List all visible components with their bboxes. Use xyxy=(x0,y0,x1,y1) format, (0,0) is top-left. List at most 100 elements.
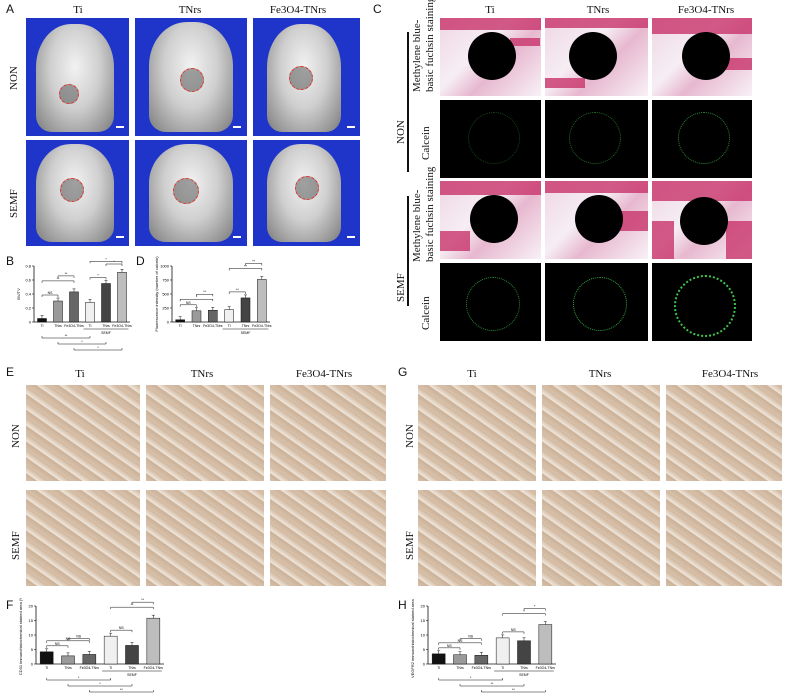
bar-d-4 xyxy=(240,297,251,323)
bar-b-1 xyxy=(53,300,63,323)
chart-f-svg: 0 5 10 15 20 CD31 immunohistochemical stained… xyxy=(18,598,164,693)
y-axis-label: VEGFR2 immunohistochemical stained area … xyxy=(410,598,415,678)
chart-h-svg: 0 5 10 15 20 VEGFR2 immunohistochemical stain… xyxy=(410,598,556,693)
sig-bracket xyxy=(228,268,263,271)
chart-d: 0 250 500 750 1000 Fluorescence intensity (nu… xyxy=(140,256,275,356)
mbf-label-semf-1: Methylene blue- xyxy=(411,189,423,262)
sig-bracket xyxy=(438,642,482,645)
microct-semf-tnrs xyxy=(135,140,247,246)
sig-bracket xyxy=(481,690,546,693)
row-head-semf-a: SEMF xyxy=(8,189,20,218)
col-head-tnrs-a: TNrs xyxy=(178,4,202,16)
col-head-fe-e: Fe3O4-TNrs xyxy=(295,368,353,380)
vegfr2-non-fe xyxy=(666,385,782,481)
y-tick-label: 20 xyxy=(421,604,426,609)
calcein-label-non: Calcein xyxy=(420,126,432,160)
y-tick-label: 750 xyxy=(162,278,169,283)
y-tick-label: 5 xyxy=(31,647,34,652)
vegfr2-semf-ti xyxy=(418,490,536,586)
x-tick-label: Ti xyxy=(228,324,231,328)
x-tick-label: TNrs xyxy=(54,324,62,328)
calcein-non-tnrs xyxy=(545,100,648,178)
panel-letter-h: H xyxy=(398,598,407,612)
x-tick-label: TNrs xyxy=(64,666,72,670)
bar-b-3 xyxy=(85,302,95,323)
sig-label: NS xyxy=(511,628,517,632)
sig-label: ** xyxy=(512,688,515,692)
panel-letter-f: F xyxy=(6,598,14,612)
calcein-semf-tnrs xyxy=(545,263,648,341)
sig-label: NS xyxy=(76,634,82,638)
sig-bracket xyxy=(89,277,107,280)
x-tick-label: Fe3O4-TNrs xyxy=(80,666,100,670)
sig-label: ** xyxy=(65,334,68,338)
bar-d-5 xyxy=(257,279,267,323)
col-head-fe-c: Fe3O4-TNrs xyxy=(677,4,735,16)
y-tick-label: 250 xyxy=(162,306,169,311)
sig-bracket xyxy=(245,263,263,266)
sig-label: NS xyxy=(66,637,72,641)
microct-non-fe xyxy=(253,18,360,136)
chart-b: 0 0.2 0.4 0.6 0.8 BV/TV Ti TNrs Fe3O4-TNrs Ti TNrs… xyxy=(10,256,135,356)
sig-bracket xyxy=(502,631,525,634)
bar-d-2 xyxy=(208,309,218,323)
sig-label: ** xyxy=(252,259,255,263)
sig-bracket xyxy=(179,304,197,307)
vegfr2-non-ti xyxy=(418,385,536,481)
y-tick-label: 0.2 xyxy=(25,306,31,311)
vegfr2-non-tnrs xyxy=(542,385,660,481)
sig-label: * xyxy=(113,260,115,264)
sig-label: ** xyxy=(120,688,123,692)
mbf-non-ti xyxy=(440,18,541,96)
y-axis-label: CD31 immunohistochemical stained area (%… xyxy=(18,598,23,675)
bar-f-2 xyxy=(82,654,97,665)
y-tick-label: 0 xyxy=(167,320,170,325)
bar-h-3 xyxy=(495,637,510,665)
bar-d-1 xyxy=(191,310,202,323)
bar-f-3 xyxy=(103,635,118,665)
sig-bracket xyxy=(438,678,503,681)
mbf-non-fe xyxy=(652,18,752,96)
x-tick-label: TNrs xyxy=(242,324,250,328)
sig-label: NS xyxy=(55,642,61,646)
sig-label: ** xyxy=(131,603,134,607)
y-tick-label: 5 xyxy=(423,647,426,652)
bar-h-2 xyxy=(474,655,489,665)
row-head-semf-g: SEMF xyxy=(404,531,416,560)
sig-bracket xyxy=(46,640,90,643)
divider-non xyxy=(407,32,409,172)
cd31-semf-fe xyxy=(270,490,386,586)
bar-f-0 xyxy=(39,651,54,665)
y-tick-label: 10 xyxy=(29,633,34,638)
col-head-ti-a: Ti xyxy=(73,4,83,16)
y-tick-label: 0.4 xyxy=(25,292,31,297)
microct-semf-fe xyxy=(253,140,360,246)
mbf-label-semf-2: basic fuchsin staining xyxy=(424,166,436,262)
panel-letter-g: G xyxy=(398,365,408,379)
sig-bracket xyxy=(46,678,111,681)
y-tick-label: 10 xyxy=(421,633,426,638)
x-tick-label: TNrs xyxy=(193,324,201,328)
x-tick-label: Fe3O4-TNrs xyxy=(536,666,556,670)
sig-label: ** xyxy=(244,264,247,268)
calcein-label-semf: Calcein xyxy=(420,296,432,330)
y-tick-label: 0 xyxy=(423,662,426,667)
sig-label: NS xyxy=(119,626,125,630)
row-head-non-g: NON xyxy=(404,424,416,448)
x-tick-label: Ti xyxy=(501,666,504,670)
x-tick-label: Fe3O4-TNrs xyxy=(252,324,272,328)
microct-non-tnrs xyxy=(135,18,247,136)
bar-h-5 xyxy=(538,624,553,665)
bar-b-0 xyxy=(37,318,47,323)
col-head-fe-a: Fe3O4-TNrs xyxy=(269,4,327,16)
y-tick-label: 15 xyxy=(29,618,34,623)
bar-b-5 xyxy=(117,272,127,323)
sig-label: * xyxy=(99,682,101,686)
x-tick-label: Fe3O4-TNrs xyxy=(64,324,84,328)
x-tick-label: Ti xyxy=(89,324,92,328)
x-tick-label: Fe3O4-TNrs xyxy=(203,324,223,328)
mbf-non-tnrs xyxy=(545,18,648,96)
panel-letter-d: D xyxy=(136,254,145,268)
sig-label: * xyxy=(81,340,83,344)
